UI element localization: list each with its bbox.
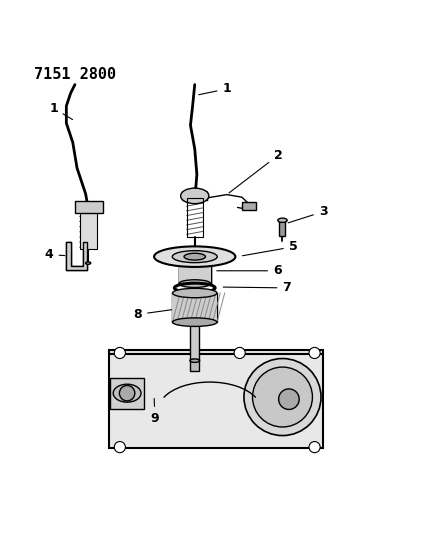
Text: 4: 4 [45, 248, 65, 261]
Circle shape [253, 367, 312, 427]
Ellipse shape [86, 262, 91, 264]
Bar [279, 220, 285, 236]
Ellipse shape [190, 359, 199, 362]
Text: 1: 1 [199, 83, 231, 95]
Polygon shape [66, 242, 87, 270]
Bar [109, 350, 323, 448]
Bar [179, 258, 211, 284]
Bar [172, 293, 217, 322]
Text: 1: 1 [49, 102, 72, 119]
Text: 2: 2 [229, 149, 282, 193]
Text: 8: 8 [134, 308, 172, 321]
Ellipse shape [181, 188, 209, 204]
Circle shape [244, 359, 321, 435]
Ellipse shape [154, 246, 235, 267]
Ellipse shape [113, 384, 141, 402]
Text: 3: 3 [288, 205, 327, 223]
Bar [190, 359, 199, 372]
Ellipse shape [172, 251, 217, 263]
Circle shape [114, 348, 125, 359]
Ellipse shape [184, 253, 205, 260]
Bar [80, 212, 97, 249]
Ellipse shape [172, 288, 217, 298]
Text: 7151 2800: 7151 2800 [34, 68, 116, 83]
Text: 5: 5 [242, 240, 297, 256]
Ellipse shape [278, 218, 287, 222]
Circle shape [114, 441, 125, 453]
Bar [187, 198, 203, 237]
Circle shape [279, 389, 299, 409]
Ellipse shape [179, 280, 211, 287]
Text: 6: 6 [217, 264, 282, 277]
Circle shape [119, 385, 135, 401]
Ellipse shape [172, 318, 217, 326]
Bar [190, 322, 199, 361]
Circle shape [309, 348, 320, 359]
Bar [242, 202, 256, 209]
Bar [110, 378, 144, 409]
Text: 9: 9 [151, 399, 159, 425]
Circle shape [234, 348, 245, 359]
Bar [75, 201, 103, 213]
Circle shape [309, 441, 320, 453]
Text: 7: 7 [223, 281, 291, 294]
Ellipse shape [179, 254, 211, 262]
